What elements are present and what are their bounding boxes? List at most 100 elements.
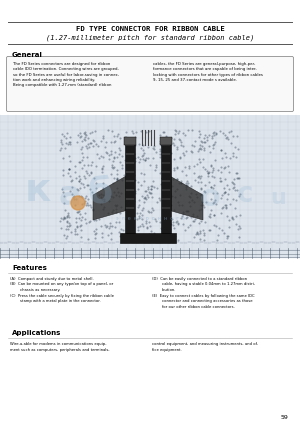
Point [66, 220, 71, 227]
Point [64, 213, 69, 220]
Point [199, 138, 203, 145]
Point [175, 198, 180, 205]
Point [171, 222, 176, 229]
Point [112, 154, 117, 161]
Point [174, 186, 179, 193]
Text: Applications: Applications [12, 330, 61, 336]
Point [77, 208, 82, 215]
Point [175, 176, 180, 183]
Point [199, 186, 203, 193]
Point [131, 218, 136, 225]
Point [103, 139, 108, 145]
Point [199, 191, 203, 198]
Point [177, 135, 182, 142]
Point [228, 154, 233, 161]
Point [174, 164, 179, 171]
Point [64, 233, 69, 240]
Point [181, 211, 185, 218]
Point [106, 224, 111, 231]
Point [108, 151, 113, 158]
Point [79, 216, 84, 223]
Point [118, 204, 123, 210]
Point [157, 145, 162, 152]
Point [160, 129, 165, 136]
Point [76, 178, 81, 184]
Point [123, 184, 128, 191]
Point [124, 184, 129, 190]
Point [197, 146, 202, 153]
Point [134, 210, 139, 216]
Point [142, 178, 146, 185]
Point [159, 224, 164, 231]
Point [188, 190, 193, 197]
Point [139, 212, 144, 218]
Point [175, 144, 179, 150]
Point [99, 222, 104, 229]
Point [178, 177, 183, 184]
Point [114, 203, 119, 210]
Point [85, 169, 89, 176]
Point [112, 164, 116, 170]
Point [192, 216, 197, 223]
Point [218, 147, 223, 153]
Point [233, 221, 238, 228]
Point [183, 184, 188, 190]
Point [204, 199, 209, 206]
Point [144, 224, 149, 231]
Point [220, 204, 225, 211]
Point [89, 128, 94, 135]
Point [108, 139, 113, 146]
Point [61, 171, 66, 178]
Point [113, 224, 118, 230]
Point [106, 232, 110, 238]
Point [59, 215, 64, 221]
Point [68, 221, 73, 228]
Point [158, 196, 162, 203]
Point [197, 230, 202, 237]
Point [124, 134, 129, 141]
Point [110, 223, 114, 230]
Point [192, 199, 197, 206]
Point [158, 151, 162, 158]
Point [216, 231, 221, 238]
Point [183, 132, 188, 139]
Point [85, 135, 90, 142]
Point [120, 177, 125, 184]
Point [203, 189, 208, 196]
Point [60, 155, 65, 162]
Point [74, 218, 78, 225]
Point [169, 215, 174, 222]
Point [143, 193, 148, 200]
Point [96, 155, 101, 162]
Point [197, 127, 202, 134]
Point [166, 218, 170, 225]
Point [77, 223, 82, 230]
Point [58, 146, 63, 153]
Point [146, 193, 151, 200]
Point [75, 186, 80, 193]
Point [211, 184, 215, 191]
Point [208, 149, 212, 156]
Point [81, 153, 86, 160]
Point [217, 225, 221, 232]
Point [136, 196, 141, 203]
Text: General: General [12, 52, 43, 58]
Point [129, 128, 134, 134]
Point [82, 200, 87, 207]
Point [195, 160, 200, 167]
Point [62, 232, 67, 238]
Point [181, 150, 186, 156]
Point [77, 192, 82, 199]
Point [191, 142, 196, 149]
Point [93, 162, 98, 169]
Point [138, 170, 143, 177]
Point [158, 170, 163, 176]
Point [138, 144, 143, 151]
Point [65, 226, 70, 232]
Point [117, 134, 122, 141]
Point [100, 168, 104, 175]
Point [110, 162, 114, 168]
Point [64, 223, 69, 230]
Text: The FD Series connectors are designed for ribbon
cable IDO termination. Connecti: The FD Series connectors are designed fo… [13, 62, 119, 88]
Point [62, 132, 67, 139]
